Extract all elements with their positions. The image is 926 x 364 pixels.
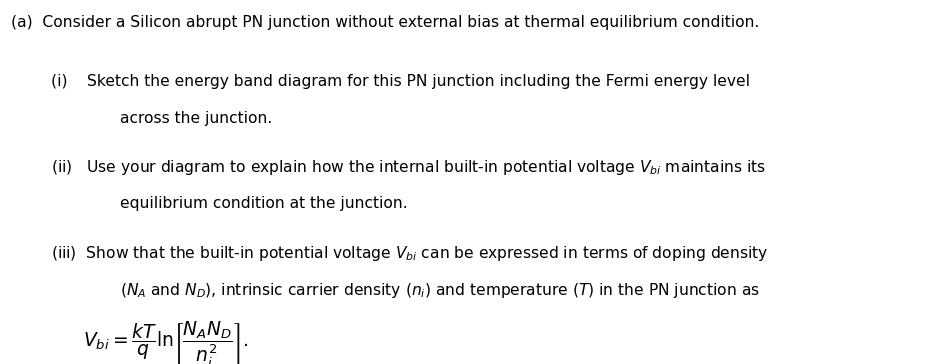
Text: (a)  Consider a Silicon abrupt PN junction without external bias at thermal equi: (a) Consider a Silicon abrupt PN junctio…: [11, 15, 759, 30]
Text: across the junction.: across the junction.: [120, 111, 272, 126]
Text: (ii)   Use your diagram to explain how the internal built-in potential voltage $: (ii) Use your diagram to explain how the…: [51, 158, 766, 177]
Text: (iii)  Show that the built-in potential voltage $V_{bi}$ can be expressed in ter: (iii) Show that the built-in potential v…: [51, 244, 769, 263]
Text: $V_{bi} = \dfrac{kT}{q}\ln\!\left[\dfrac{N_A N_D}{n_i^2}\right].$: $V_{bi} = \dfrac{kT}{q}\ln\!\left[\dfrac…: [83, 320, 248, 364]
Text: (i)    Sketch the energy band diagram for this PN junction including the Fermi e: (i) Sketch the energy band diagram for t…: [51, 74, 750, 88]
Text: $(N_A$ and $N_D)$, intrinsic carrier density $(n_i)$ and temperature $(T)$ in th: $(N_A$ and $N_D)$, intrinsic carrier den…: [120, 281, 760, 300]
Text: equilibrium condition at the junction.: equilibrium condition at the junction.: [120, 196, 408, 211]
